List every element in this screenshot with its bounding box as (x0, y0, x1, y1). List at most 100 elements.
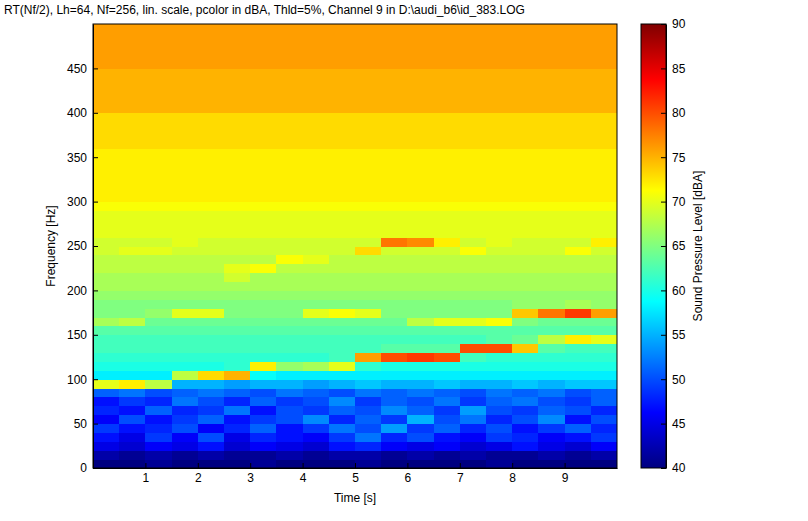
heatmap-cell (119, 175, 146, 184)
y-axis-tick: 100 (67, 373, 98, 387)
heatmap-cell (250, 210, 277, 219)
heatmap-cell (329, 51, 356, 60)
heatmap-cell (407, 344, 434, 353)
heatmap-cell (486, 282, 513, 291)
heatmap-cell (276, 228, 303, 237)
heatmap-cell (538, 113, 565, 122)
heatmap-cell (565, 282, 592, 291)
heatmap-cell (591, 441, 617, 450)
heatmap-cell (538, 450, 565, 459)
heatmap-cell (591, 406, 617, 415)
heatmap-cell (538, 432, 565, 441)
heatmap-cell (355, 282, 382, 291)
heatmap-cell (407, 406, 434, 415)
heatmap-cell (591, 326, 617, 335)
heatmap-cell (591, 210, 617, 219)
heatmap-cell (407, 33, 434, 42)
heatmap-cell (538, 219, 565, 228)
heatmap-cell (591, 166, 617, 175)
heatmap-cell (93, 424, 120, 433)
x-axis-tick-label: 7 (457, 471, 464, 485)
heatmap-cell (381, 326, 408, 335)
heatmap-cell (355, 95, 382, 104)
heatmap-cell (119, 139, 146, 148)
heatmap-cell (329, 175, 356, 184)
heatmap-cell (303, 122, 330, 131)
heatmap-cell (172, 86, 199, 95)
heatmap-cell (434, 86, 461, 95)
heatmap-cell (407, 299, 434, 308)
y-axis-tick: 250 (67, 239, 98, 253)
heatmap-cell (591, 432, 617, 441)
heatmap-cell (565, 264, 592, 273)
heatmap-cell (145, 131, 172, 140)
heatmap-cell (538, 353, 565, 362)
heatmap-cell (381, 441, 408, 450)
heatmap-cell (565, 148, 592, 157)
heatmap-cell (172, 282, 199, 291)
heatmap-cell (250, 361, 277, 370)
heatmap-cell (591, 424, 617, 433)
heatmap-cell (460, 42, 487, 51)
heatmap-cell (145, 202, 172, 211)
heatmap-cell (538, 441, 565, 450)
heatmap-cell (93, 388, 120, 397)
heatmap-cell (198, 450, 225, 459)
heatmap-cell (145, 299, 172, 308)
heatmap-cell (407, 104, 434, 113)
heatmap-cell (93, 317, 120, 326)
heatmap-cell (224, 326, 251, 335)
colorbar-axis-tick: 55 (661, 328, 686, 342)
heatmap-cell (565, 77, 592, 86)
heatmap-cell (329, 370, 356, 379)
heatmap-cell (591, 33, 617, 42)
heatmap-cell (303, 370, 330, 379)
heatmap-cell (538, 459, 565, 468)
heatmap-cell (303, 148, 330, 157)
heatmap-cell (303, 86, 330, 95)
heatmap-cell (250, 166, 277, 175)
heatmap-cell (276, 60, 303, 69)
heatmap-cell (591, 459, 617, 468)
heatmap-cell (145, 379, 172, 388)
heatmap-cell (355, 60, 382, 69)
x-axis-tick: 1 (143, 463, 150, 485)
heatmap-cell (407, 210, 434, 219)
heatmap-cell (381, 406, 408, 415)
heatmap-cell (486, 344, 513, 353)
heatmap-cell (486, 317, 513, 326)
colorbar-axis-tick-label: 70 (672, 195, 686, 209)
heatmap-cell (250, 264, 277, 273)
heatmap-cell (512, 77, 539, 86)
heatmap-cell (591, 379, 617, 388)
heatmap-cell (434, 33, 461, 42)
heatmap-cell (303, 210, 330, 219)
x-axis-tick-mark (407, 463, 408, 468)
heatmap-cell (512, 237, 539, 246)
heatmap-cell (355, 255, 382, 264)
heatmap-cell (224, 95, 251, 104)
heatmap-cell (329, 104, 356, 113)
heatmap-cell (329, 157, 356, 166)
heatmap-cell (250, 246, 277, 255)
heatmap-cell (381, 255, 408, 264)
heatmap-cell (538, 273, 565, 282)
heatmap-cell (303, 282, 330, 291)
heatmap-cell (250, 77, 277, 86)
heatmap-cell (565, 459, 592, 468)
heatmap-cell (565, 122, 592, 131)
heatmap-cell (565, 193, 592, 202)
heatmap-cell (145, 290, 172, 299)
heatmap-cell (591, 255, 617, 264)
heatmap-cell (565, 228, 592, 237)
heatmap-cell (250, 406, 277, 415)
heatmap-cell (381, 51, 408, 60)
heatmap-cell (198, 441, 225, 450)
heatmap-cell (460, 228, 487, 237)
heatmap-cell (538, 335, 565, 344)
heatmap-cell (460, 406, 487, 415)
heatmap-cell (198, 317, 225, 326)
heatmap-cell (224, 353, 251, 362)
heatmap-cell (172, 317, 199, 326)
heatmap-cell (355, 415, 382, 424)
